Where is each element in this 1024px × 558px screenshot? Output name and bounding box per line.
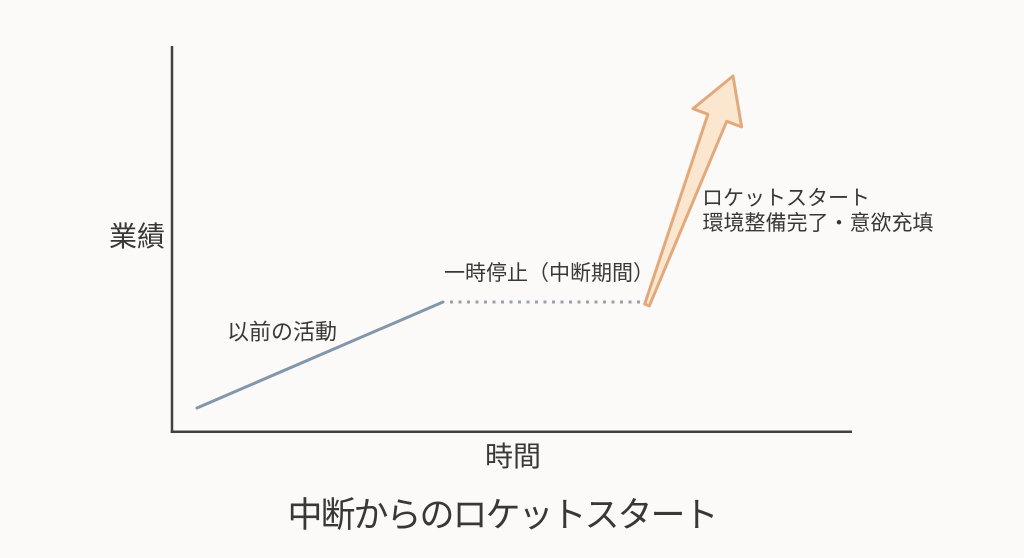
rocket-start-label: ロケットスタート	[702, 186, 870, 210]
prior-activity-line	[195, 300, 445, 410]
prior-activity-label: 以前の活動	[226, 319, 338, 345]
rocket-arrow-icon	[643, 74, 744, 308]
rocket-start-sublabel: 環境整備完了・意欲充填	[702, 211, 934, 235]
pause-period-label: 一時停止（中断期間）	[444, 261, 654, 285]
x-axis-label: 時間	[484, 440, 542, 472]
y-axis-label: 業績	[108, 220, 166, 252]
diagram-title: 中断からのロケットスタート	[287, 495, 718, 535]
